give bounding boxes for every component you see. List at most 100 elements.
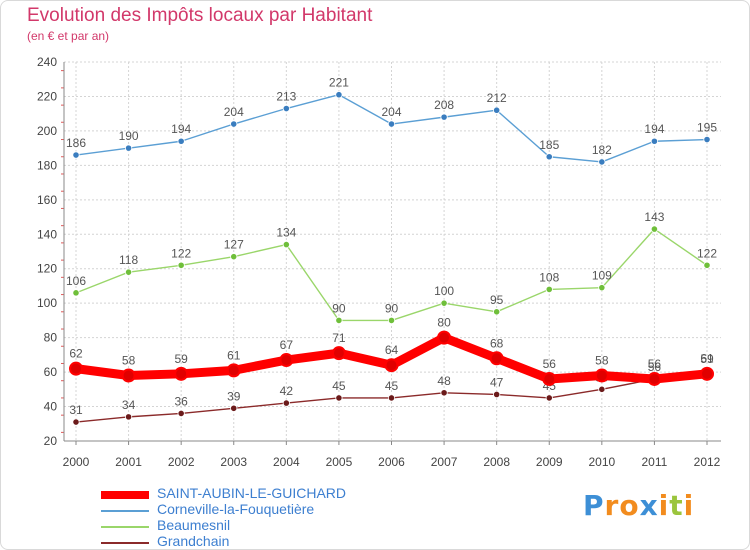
data-label-saint-aubin-le-guichard: 67 [280,338,294,352]
data-label-grandchain: 45 [385,379,399,393]
data-label-saint-aubin-le-guichard: 64 [385,343,399,357]
data-point-beaumesnil [230,253,238,261]
y-tick-label: 140 [37,227,57,241]
data-label-grandchain: 36 [174,394,188,408]
y-tick-label: 160 [37,193,57,207]
data-label-corneville-la-fouqueti-re: 194 [644,122,664,136]
data-label-beaumesnil: 143 [644,210,664,224]
data-point-saint-aubin-le-guichard [542,371,557,386]
data-point-beaumesnil [650,225,659,233]
proxiti-logo: Proxiti [583,489,694,522]
logo-letter: P [583,489,605,522]
data-label-corneville-la-fouqueti-re: 185 [539,138,559,152]
data-point-saint-aubin-le-guichard [437,330,452,345]
x-tick-label: 2006 [378,455,405,469]
data-label-saint-aubin-le-guichard: 58 [122,354,136,368]
data-label-beaumesnil: 90 [332,301,346,315]
legend-label: Beaumesnil [157,517,231,533]
legend-swatch [101,510,149,512]
x-tick-label: 2008 [483,455,510,469]
y-tick-label: 20 [44,434,58,448]
y-tick-label: 40 [44,400,58,414]
data-point-corneville-la-fouqueti-re [650,137,659,145]
data-label-corneville-la-fouqueti-re: 186 [66,136,86,150]
data-label-beaumesnil: 108 [539,270,559,284]
logo-letter: o [619,489,640,522]
data-label-saint-aubin-le-guichard: 61 [227,348,241,362]
data-label-beaumesnil: 122 [697,246,717,260]
data-point-beaumesnil [177,261,185,269]
data-label-saint-aubin-le-guichard: 68 [490,336,504,350]
data-label-grandchain: 56 [648,360,662,374]
logo-letter: t [669,489,684,522]
data-point-grandchain [440,389,448,397]
data-label-beaumesnil: 95 [490,293,504,307]
data-point-saint-aubin-le-guichard [384,358,399,373]
y-tick-label: 240 [37,55,57,69]
data-point-corneville-la-fouqueti-re [598,158,606,166]
x-tick-label: 2005 [326,455,353,469]
data-point-saint-aubin-le-guichard [174,366,189,381]
y-tick-label: 100 [37,296,57,310]
chart-subtitle: (en € et par an) [27,29,110,43]
x-tick-label: 2009 [536,455,563,469]
data-label-corneville-la-fouqueti-re: 195 [697,121,717,135]
legend-label: Corneville-la-Fouquetière [157,501,315,517]
x-tick-label: 2001 [115,455,142,469]
data-label-grandchain: 61 [700,351,714,365]
data-label-beaumesnil: 106 [66,274,86,288]
data-point-saint-aubin-le-guichard [647,371,662,386]
data-point-saint-aubin-le-guichard [700,366,714,381]
data-label-beaumesnil: 109 [592,269,612,283]
data-point-corneville-la-fouqueti-re [177,137,185,145]
data-label-corneville-la-fouqueti-re: 182 [592,143,612,157]
data-point-corneville-la-fouqueti-re [335,91,343,99]
data-point-corneville-la-fouqueti-re [545,153,553,161]
y-tick-label: 180 [37,158,57,172]
legend-label: SAINT-AUBIN-LE-GUICHARD [157,485,347,501]
y-tick-label: 220 [37,89,57,103]
y-tick-label: 200 [37,124,57,138]
legend-swatch [101,491,149,499]
data-label-corneville-la-fouqueti-re: 208 [434,98,454,112]
x-tick-label: 2003 [220,455,247,469]
data-point-saint-aubin-le-guichard [331,346,346,361]
data-label-saint-aubin-le-guichard: 62 [69,347,83,361]
data-point-saint-aubin-le-guichard [121,368,136,383]
data-point-corneville-la-fouqueti-re [387,120,396,128]
chart-title: Evolution des Impôts locaux par Habitant [27,5,373,26]
data-point-grandchain [282,399,290,407]
legend-swatch [101,542,149,544]
data-point-beaumesnil [335,316,343,325]
data-label-corneville-la-fouqueti-re: 221 [329,76,349,90]
data-point-corneville-la-fouqueti-re [493,106,501,114]
logo-letter: r [604,489,620,522]
data-point-corneville-la-fouqueti-re [282,104,290,113]
legend-label: Grandchain [157,533,230,549]
logo-letter: x [639,489,659,522]
data-label-saint-aubin-le-guichard: 80 [437,316,451,330]
data-label-grandchain: 47 [490,375,504,389]
data-point-beaumesnil [703,261,711,269]
data-point-grandchain [124,413,133,421]
data-point-beaumesnil [545,285,553,293]
data-label-corneville-la-fouqueti-re: 204 [224,105,244,119]
data-label-beaumesnil: 122 [171,246,191,260]
data-point-corneville-la-fouqueti-re [440,113,448,121]
data-point-saint-aubin-le-guichard [489,351,504,366]
data-point-grandchain [545,394,553,402]
data-label-grandchain: 31 [69,403,83,417]
data-point-grandchain [598,385,606,393]
data-label-grandchain: 39 [227,389,241,403]
y-tick-label: 60 [44,365,58,379]
x-tick-label: 2010 [588,455,615,469]
data-point-saint-aubin-le-guichard [226,363,241,378]
y-tick-label: 120 [37,262,57,276]
data-label-beaumesnil: 127 [224,238,244,252]
data-label-corneville-la-fouqueti-re: 204 [381,105,401,119]
data-point-saint-aubin-le-guichard [594,368,609,383]
data-point-saint-aubin-le-guichard [279,353,294,368]
data-label-saint-aubin-le-guichard: 59 [174,352,188,366]
